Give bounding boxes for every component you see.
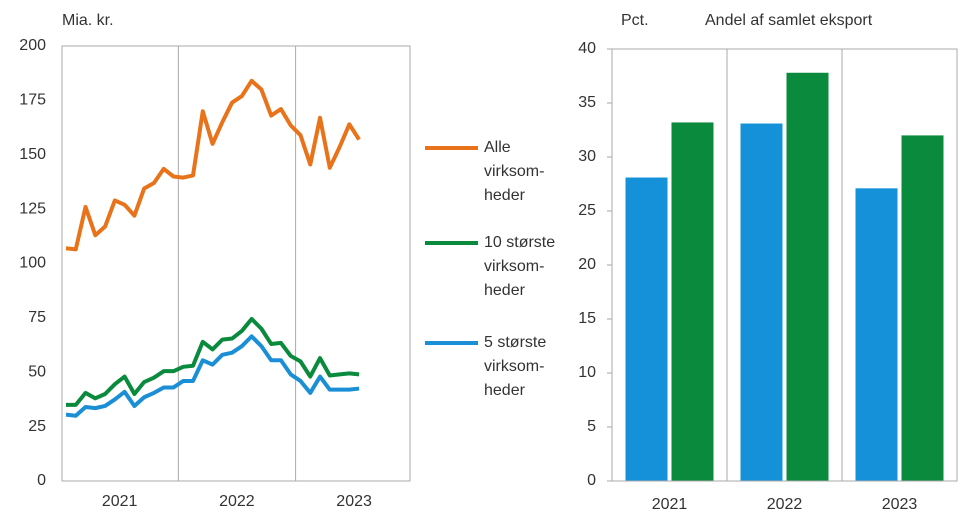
y-tick-label: 200: [19, 37, 46, 54]
legend-label: 10 største virksom-heder: [484, 234, 556, 299]
plot-frame: [61, 45, 411, 482]
line-series: [65, 78, 361, 252]
x-tick-label: 2022: [219, 493, 255, 510]
y-tick-label: 175: [19, 92, 46, 109]
x-tick-label: 2022: [767, 496, 803, 513]
x-tick-label: 2021: [652, 496, 688, 513]
x-tick-label: 2023: [336, 493, 372, 510]
line-series: [65, 334, 360, 418]
y-tick-label: 125: [19, 200, 46, 217]
y-tick-label: 0: [587, 472, 596, 489]
bar: [901, 135, 944, 481]
y-tick-label: 20: [578, 256, 596, 273]
y-tick-label: 40: [578, 40, 596, 57]
y-axis-label: Mia. kr.: [62, 12, 114, 29]
y-axis-label: Pct.: [621, 12, 649, 29]
plot-frame: [611, 48, 958, 482]
y-tick-label: 75: [28, 309, 46, 326]
y-tick-label: 25: [578, 202, 596, 219]
y-tick-label: 15: [578, 310, 596, 327]
y-tick-label: 30: [578, 148, 596, 165]
y-tick-label: 150: [19, 146, 46, 163]
y-tick-label: 0: [37, 472, 46, 489]
bar: [855, 188, 898, 481]
legend-label: Alle virksom-heder: [484, 139, 545, 204]
legend-label: 5 største virksom-heder: [484, 334, 547, 399]
y-tick-label: 100: [19, 255, 46, 272]
bar: [740, 123, 783, 482]
y-tick-label: 35: [578, 94, 596, 111]
x-tick-label: 2021: [102, 493, 138, 510]
y-tick-label: 10: [578, 364, 596, 381]
chart-title: Andel af samlet eksport: [705, 12, 873, 29]
y-tick-label: 50: [28, 363, 46, 380]
x-tick-label: 2023: [882, 496, 918, 513]
bar: [786, 72, 829, 481]
y-tick-label: 25: [28, 418, 46, 435]
y-tick-label: 5: [587, 418, 596, 435]
line-series: [66, 316, 360, 407]
bar: [671, 122, 714, 481]
bar: [625, 177, 668, 481]
